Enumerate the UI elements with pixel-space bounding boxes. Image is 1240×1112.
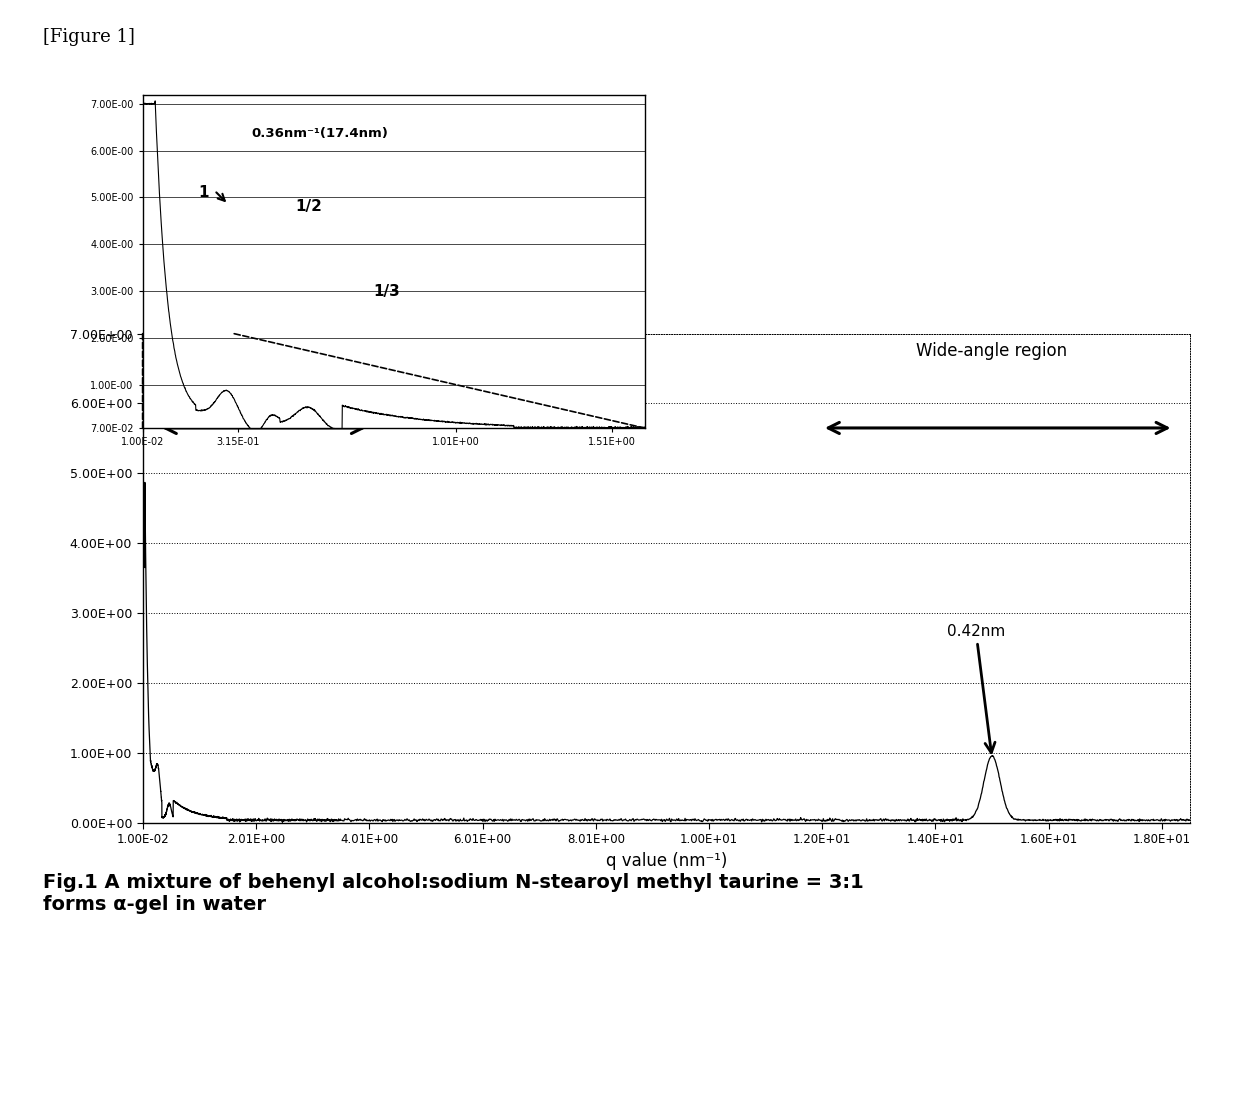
Text: [Figure 1]: [Figure 1] bbox=[43, 28, 135, 46]
Text: 1/2: 1/2 bbox=[295, 199, 322, 215]
Text: 0.36nm⁻¹(17.4nm): 0.36nm⁻¹(17.4nm) bbox=[252, 127, 388, 140]
Text: 1: 1 bbox=[198, 186, 210, 200]
Text: Small-angle region: Small-angle region bbox=[195, 342, 350, 360]
Text: 1/3: 1/3 bbox=[373, 284, 401, 299]
Text: Fig.1 A mixture of behenyl alcohol:sodium N-stearoyl methyl taurine = 3:1
forms : Fig.1 A mixture of behenyl alcohol:sodiu… bbox=[43, 873, 864, 914]
Text: Wide-angle region: Wide-angle region bbox=[916, 342, 1068, 360]
X-axis label: q value (nm⁻¹): q value (nm⁻¹) bbox=[606, 852, 727, 870]
Text: 0.42nm: 0.42nm bbox=[946, 624, 1004, 753]
